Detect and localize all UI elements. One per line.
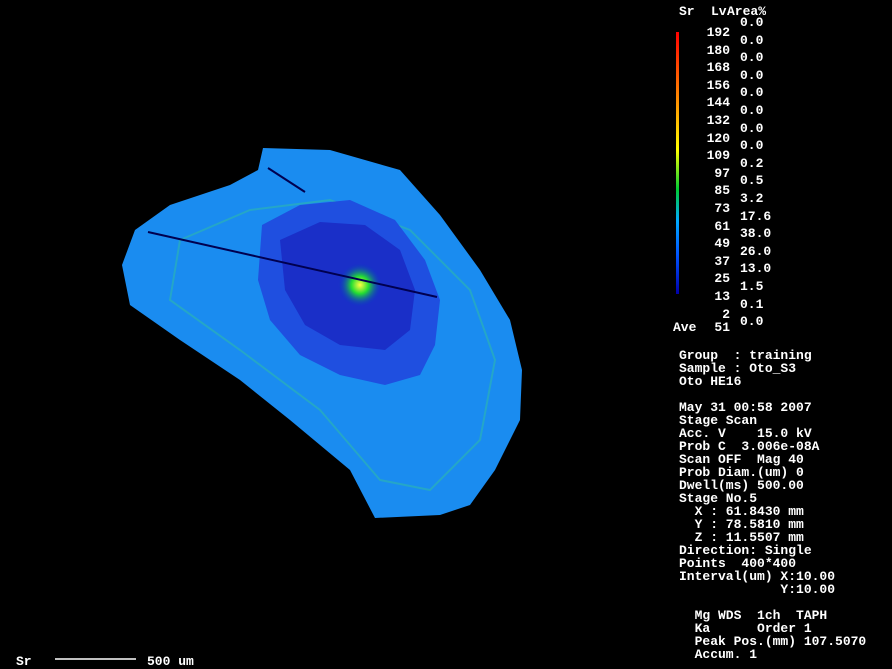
scale-length: 500 um [147,655,194,668]
area-value: 0.0 [740,86,763,99]
level-value: 61 [690,220,730,233]
area-value: 0.0 [740,69,763,82]
area-value: 0.0 [740,122,763,135]
level-value: 85 [690,184,730,197]
sample-core [338,263,382,307]
area-value: 26.0 [740,245,771,258]
level-value: 192 [690,26,730,39]
scale-element: Sr [16,655,32,668]
level-value: 180 [690,44,730,57]
area-value: 17.6 [740,210,771,223]
area-value: 1.5 [740,280,763,293]
level-value: 49 [690,237,730,250]
area-value: 0.0 [740,34,763,47]
level-value: 2 [690,308,730,321]
level-value: 37 [690,255,730,268]
level-value: 144 [690,96,730,109]
area-value: 0.0 [740,16,763,29]
level-value: 168 [690,61,730,74]
area-value: 0.0 [740,51,763,64]
area-value: 38.0 [740,227,771,240]
level-value: 156 [690,79,730,92]
area-value: 0.0 [740,315,763,328]
level-value: 25 [690,272,730,285]
info-line: Accum. 1 [679,648,757,661]
average-value: 51 [700,321,730,334]
level-value: 109 [690,149,730,162]
area-value: 3.2 [740,192,763,205]
level-value: 13 [690,290,730,303]
level-value: 97 [690,167,730,180]
level-value: 132 [690,114,730,127]
area-value: 0.5 [740,174,763,187]
info-line: Y:10.00 [679,583,835,596]
area-value: 0.0 [740,139,763,152]
legend-element: Sr [679,5,695,18]
color-bar [676,32,679,294]
area-value: 0.1 [740,298,763,311]
area-value: 0.2 [740,157,763,170]
level-value: 73 [690,202,730,215]
screen: Sr Lv Area% Ave 51 Sr 500 um 19218016815… [0,0,892,669]
level-value: 120 [690,132,730,145]
average-label: Ave [673,321,696,334]
level-header: Lv [711,5,727,18]
area-value: 0.0 [740,104,763,117]
info-line: Oto HE16 [679,375,741,388]
area-value: 13.0 [740,262,771,275]
